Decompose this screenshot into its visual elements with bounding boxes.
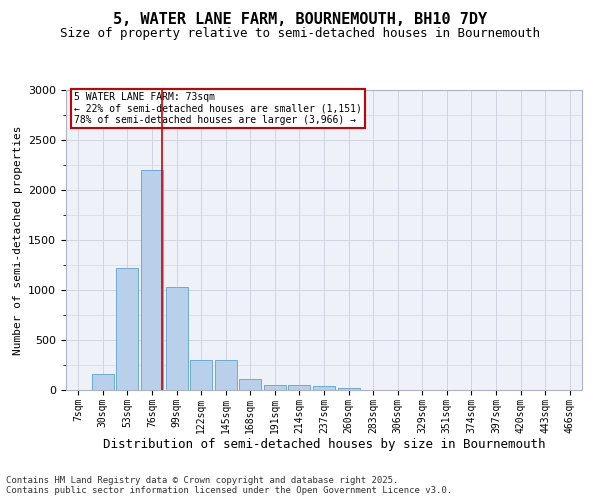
Text: Contains HM Land Registry data © Crown copyright and database right 2025.
Contai: Contains HM Land Registry data © Crown c…: [6, 476, 452, 495]
Y-axis label: Number of semi-detached properties: Number of semi-detached properties: [13, 125, 23, 355]
Bar: [239, 379, 262, 390]
Bar: [313, 386, 335, 390]
Bar: [338, 388, 359, 390]
Bar: [141, 170, 163, 390]
Text: Size of property relative to semi-detached houses in Bournemouth: Size of property relative to semi-detach…: [60, 28, 540, 40]
Bar: [215, 360, 237, 390]
Bar: [289, 385, 310, 390]
Bar: [92, 374, 114, 390]
Bar: [264, 384, 286, 390]
Bar: [190, 360, 212, 390]
X-axis label: Distribution of semi-detached houses by size in Bournemouth: Distribution of semi-detached houses by …: [103, 438, 545, 452]
Text: 5 WATER LANE FARM: 73sqm
← 22% of semi-detached houses are smaller (1,151)
78% o: 5 WATER LANE FARM: 73sqm ← 22% of semi-d…: [74, 92, 362, 124]
Bar: [116, 268, 139, 390]
Bar: [166, 287, 188, 390]
Text: 5, WATER LANE FARM, BOURNEMOUTH, BH10 7DY: 5, WATER LANE FARM, BOURNEMOUTH, BH10 7D…: [113, 12, 487, 28]
